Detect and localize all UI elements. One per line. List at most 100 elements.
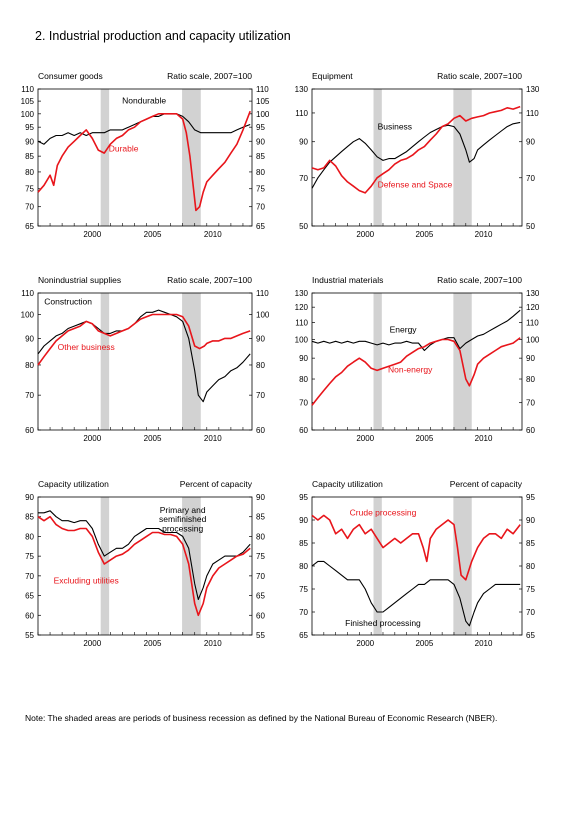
series-line-defense-and-space <box>311 105 521 194</box>
y-tick-label: 130 <box>295 289 309 298</box>
y-tick-label-right: 90 <box>256 334 265 343</box>
y-tick-label: 95 <box>299 493 308 502</box>
y-tick-label-right: 85 <box>256 152 265 161</box>
series-label-durable: Durable <box>109 144 139 154</box>
plot-frame <box>311 88 523 227</box>
series-label-semifinished: semifinished <box>159 514 207 524</box>
series-line-crude-processing <box>311 514 521 581</box>
series-line-other-business <box>37 313 251 366</box>
x-tick-label: 2005 <box>144 434 162 443</box>
y-tick-label: 105 <box>21 97 35 106</box>
series-label-crude-processing: Crude processing <box>350 507 417 517</box>
x-tick-label: 2010 <box>204 434 222 443</box>
scale-note: Ratio scale, 2007=100 <box>167 275 252 285</box>
y-tick-label: 70 <box>299 174 308 183</box>
y-tick-label: 70 <box>25 572 34 581</box>
y-tick-label-right: 110 <box>256 289 269 298</box>
y-tick-label-right: 65 <box>256 592 265 601</box>
y-tick-label-right: 110 <box>256 85 269 94</box>
y-tick-label: 110 <box>21 289 34 298</box>
y-tick-label-right: 100 <box>256 311 270 320</box>
footnote: Note: The shaded areas are periods of bu… <box>25 713 498 723</box>
series-line-energy <box>311 309 521 352</box>
y-tick-label: 85 <box>25 513 34 522</box>
chart-title: Capacity utilization <box>38 479 109 489</box>
y-tick-label: 100 <box>295 335 309 344</box>
plot-frame <box>37 88 253 227</box>
y-tick-label-right: 50 <box>526 222 535 231</box>
chart-industrial-materials: 60 60 70 70 80 80 90 90 100 100 110 110 120 120 130 130… <box>295 275 540 443</box>
y-tick-label-right: 120 <box>526 303 540 312</box>
series-line-nondurable <box>37 113 251 145</box>
series-line-durable <box>37 110 251 212</box>
y-tick-label: 80 <box>25 532 34 541</box>
y-tick-label: 110 <box>295 319 308 328</box>
x-tick-label: 2010 <box>204 639 222 648</box>
y-tick-label: 80 <box>299 375 308 384</box>
chart-nonindustrial-supplies: 60 60 70 70 80 80 90 90 100 100 110 110 2000 2005 2010… <box>21 275 270 443</box>
y-tick-label: 90 <box>299 516 308 525</box>
y-tick-label-right: 90 <box>526 516 535 525</box>
series-line-construction <box>37 309 251 403</box>
y-tick-label-right: 80 <box>256 168 265 177</box>
y-tick-label: 80 <box>299 562 308 571</box>
y-tick-label-right: 70 <box>256 572 265 581</box>
y-tick-label: 65 <box>25 592 34 601</box>
y-tick-label: 65 <box>25 222 34 231</box>
y-tick-label: 75 <box>25 185 34 194</box>
series-line-primary-and-semifinished-processing <box>38 510 251 601</box>
y-tick-label-right: 90 <box>526 138 535 147</box>
series-label-excluding-utilities: Excluding utilities <box>54 576 119 586</box>
x-tick-label: 2005 <box>415 230 433 239</box>
y-tick-label-right: 60 <box>256 611 265 620</box>
x-tick-label: 2010 <box>475 434 493 443</box>
y-tick-label-right: 95 <box>526 493 535 502</box>
chart-title: Nonindustrial supplies <box>38 275 121 285</box>
plot-frame <box>311 496 523 636</box>
series-label-energy: Energy <box>390 325 418 335</box>
y-tick-label: 75 <box>25 552 34 561</box>
y-tick-label-right: 70 <box>526 608 535 617</box>
scale-note: Ratio scale, 2007=100 <box>167 71 252 81</box>
y-tick-label-right: 55 <box>256 631 265 640</box>
y-tick-label-right: 70 <box>256 391 265 400</box>
series-line-finished-processing <box>311 560 521 627</box>
x-tick-label: 2000 <box>356 639 374 648</box>
series-label-business: Business <box>378 122 413 132</box>
x-tick-label: 2005 <box>415 639 433 648</box>
series-line-non-energy <box>311 337 521 406</box>
y-tick-label-right: 90 <box>256 137 265 146</box>
y-tick-label-right: 110 <box>526 109 539 118</box>
y-tick-label-right: 75 <box>256 185 265 194</box>
scale-note: Percent of capacity <box>450 479 523 489</box>
y-tick-label-right: 95 <box>256 123 265 132</box>
y-tick-label-right: 80 <box>256 361 265 370</box>
y-tick-label: 70 <box>299 608 308 617</box>
x-tick-label: 2000 <box>83 230 101 239</box>
y-tick-label: 80 <box>25 168 34 177</box>
recession-band <box>100 497 110 635</box>
series-line-excluding-utilities <box>37 515 251 617</box>
y-tick-label-right: 80 <box>526 562 535 571</box>
y-tick-label-right: 130 <box>526 85 540 94</box>
series-label-construction: Construction <box>44 297 92 307</box>
y-tick-label: 100 <box>21 311 35 320</box>
chart-title: Consumer goods <box>38 71 103 81</box>
y-tick-label: 75 <box>299 585 308 594</box>
y-tick-label-right: 100 <box>526 335 540 344</box>
y-tick-label-right: 90 <box>256 493 265 502</box>
y-tick-label: 55 <box>25 631 34 640</box>
y-tick-label: 65 <box>299 631 308 640</box>
series-label-primary-and: Primary and <box>160 505 206 515</box>
x-tick-label: 2005 <box>415 434 433 443</box>
recession-band <box>373 293 382 430</box>
recession-band <box>182 293 201 430</box>
chart-capacity-utilization-crude: 65 65 70 70 75 75 80 80 85 85 90 90 95 95 2000 2005 2010… <box>299 479 535 648</box>
x-tick-label: 2010 <box>475 230 493 239</box>
y-tick-label-right: 130 <box>526 289 540 298</box>
y-tick-label: 120 <box>295 303 309 312</box>
y-tick-label: 90 <box>25 137 34 146</box>
recession-band <box>182 89 201 226</box>
y-tick-label-right: 70 <box>526 174 535 183</box>
scale-note: Percent of capacity <box>180 479 253 489</box>
